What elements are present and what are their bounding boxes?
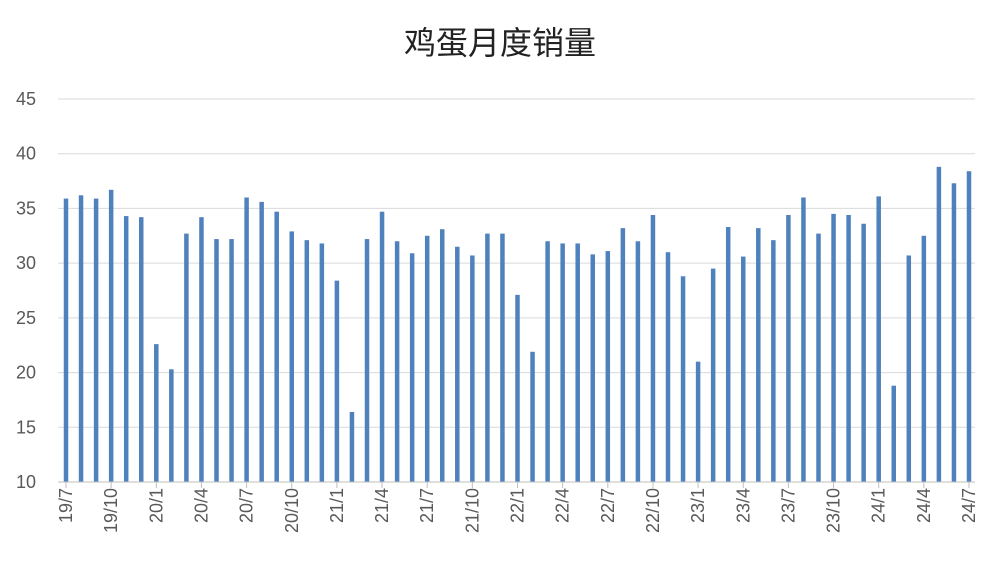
bar-23-10: [831, 213, 836, 482]
bar-23-4: [741, 256, 746, 482]
bar-22-4: [560, 243, 565, 482]
y-tick-label: 25: [16, 308, 36, 328]
bar-22-8: [620, 228, 626, 482]
y-tick-label: 15: [16, 417, 36, 437]
bar-23-3: [725, 227, 731, 482]
bar-24-7: [966, 171, 972, 482]
bar-19-9: [93, 198, 99, 482]
x-axis-tick-labels: 19/7 19/10 20/1 20/4 20/7 20/10 21/1 21/4 21/7 21…: [56, 488, 979, 533]
bar-20-1: [154, 344, 159, 482]
bar-23-5: [756, 228, 761, 482]
bar-21-12: [500, 233, 505, 482]
bar-23-2: [710, 268, 716, 482]
bar-24-5: [936, 166, 942, 482]
y-tick-label: 20: [16, 363, 36, 383]
bar-22-2: [530, 351, 535, 482]
bar-20-11: [304, 240, 310, 482]
bar-23-8: [801, 197, 806, 483]
chart-title: 鸡蛋月度销量: [404, 24, 596, 62]
x-tick-label: 24/7: [959, 488, 979, 523]
bar-21-1: [334, 280, 340, 482]
x-tick-label: 21/7: [417, 488, 437, 523]
bar-21-11: [485, 233, 490, 482]
y-axis-tick-labels: 10 15 20 25 30 35 40 45: [16, 89, 36, 492]
bar-20-3: [184, 233, 189, 482]
bar-19-12: [139, 217, 144, 482]
bar-23-6: [771, 240, 776, 482]
bar-19-10: [108, 189, 114, 482]
x-tick-label: 22/1: [508, 488, 528, 523]
x-tick-label: 21/10: [462, 488, 482, 533]
x-tick-label: 23/4: [733, 488, 753, 523]
x-tick-label: 24/1: [869, 488, 889, 523]
x-axis: [58, 481, 975, 488]
y-tick-label: 10: [16, 472, 36, 492]
bar-20-12: [319, 243, 325, 482]
x-tick-label: 21/1: [327, 488, 347, 523]
x-tick-label: 24/4: [914, 488, 934, 523]
x-tick-label: 23/7: [778, 488, 798, 523]
bar-22-12: [680, 276, 686, 482]
y-tick-label: 40: [16, 144, 36, 164]
bar-24-6: [951, 183, 957, 482]
bar-21-7: [424, 235, 430, 482]
bar-22-6: [590, 254, 595, 482]
y-tick-label: 45: [16, 89, 36, 109]
bar-21-3: [364, 239, 370, 482]
bar-22-5: [575, 243, 580, 482]
bar-22-3: [545, 241, 550, 482]
x-tick-label: 21/4: [372, 488, 392, 523]
bar-20-9: [274, 211, 279, 482]
x-tick-label: 20/7: [237, 488, 257, 523]
bar-24-1: [876, 196, 881, 482]
x-tick-label: 20/1: [146, 488, 166, 523]
x-tick-label: 20/4: [191, 488, 211, 523]
bar-21-5: [394, 241, 400, 482]
bar-19-8: [78, 195, 84, 483]
bar-23-11: [846, 214, 851, 483]
bar-21-8: [440, 229, 445, 482]
bar-23-9: [816, 233, 821, 482]
bars: [63, 166, 972, 483]
bar-22-9: [635, 241, 641, 482]
bar-19-11: [123, 216, 129, 482]
bar-22-11: [665, 252, 671, 482]
bar-21-9: [455, 246, 460, 482]
bar-23-1: [695, 361, 701, 482]
bar-20-5: [214, 239, 219, 482]
bar-21-4: [379, 211, 385, 482]
bar-20-2: [169, 369, 174, 482]
bar-21-10: [470, 255, 475, 482]
x-tick-label: 20/10: [282, 488, 302, 533]
y-tick-label: 30: [16, 253, 36, 273]
bar-22-7: [605, 251, 611, 482]
bar-20-6: [229, 239, 234, 482]
bar-22-10: [650, 214, 656, 483]
x-tick-label: 23/10: [824, 488, 844, 533]
bar-20-4: [199, 217, 204, 482]
bar-23-12: [861, 223, 866, 482]
x-tick-label: 22/7: [598, 488, 618, 523]
bar-20-10: [289, 231, 294, 482]
bar-20-7: [244, 197, 249, 483]
bar-19-7: [63, 198, 69, 482]
bar-22-1: [515, 294, 520, 482]
bar-24-4: [921, 235, 927, 482]
bar-21-6: [409, 253, 415, 482]
bar-21-2: [349, 411, 355, 482]
bar-24-2: [891, 385, 896, 482]
bar-23-7: [786, 214, 791, 483]
bar-24-3: [906, 255, 912, 482]
y-tick-label: 35: [16, 198, 36, 218]
x-tick-label: 19/7: [56, 488, 76, 523]
bar-20-8: [259, 201, 264, 483]
x-tick-label: 19/10: [101, 488, 121, 533]
x-tick-label: 23/1: [688, 488, 708, 523]
x-tick-label: 22/10: [643, 488, 663, 533]
x-tick-label: 22/4: [553, 488, 573, 523]
